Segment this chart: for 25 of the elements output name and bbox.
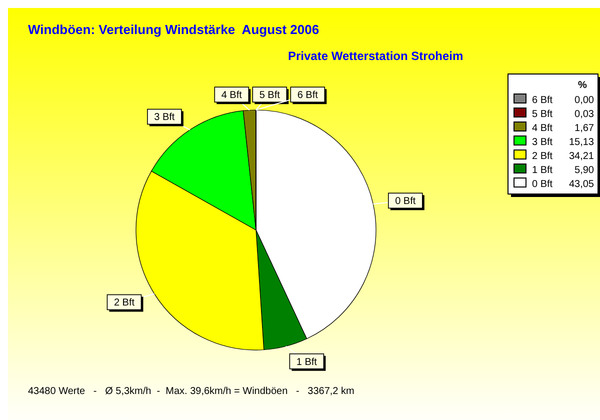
data-label: 1,67 xyxy=(574,123,594,134)
text: 0,00 xyxy=(574,95,594,106)
data-label: 0,03 xyxy=(574,109,594,120)
data-label: 43,05 xyxy=(568,179,594,190)
legend-label: 5 Bft xyxy=(532,109,553,120)
slice-label: 1 Bft xyxy=(296,356,318,368)
legend-label: 4 Bft xyxy=(532,123,553,134)
text: 43480 Werte - Ø 5,3km/h - Max. 39,6km/h = Windböen - 3367,2 km xyxy=(28,386,354,397)
chart-subtitle: Private Wetterstation Stroheim xyxy=(288,49,464,63)
legend-title: % xyxy=(578,80,587,91)
slice-label: 0 Bft xyxy=(395,196,416,208)
data-label: 5,90 xyxy=(574,165,594,176)
slice-label: 5 Bft xyxy=(259,90,280,102)
legend-label: 6 Bft xyxy=(297,90,318,102)
legend-label: 3 Bft xyxy=(532,137,553,148)
slice-label: 3 Bft xyxy=(154,112,175,124)
slice-label: 4 Bft xyxy=(221,90,242,102)
legend-label: 1 Bft xyxy=(532,165,553,176)
data-label: 34,21 xyxy=(568,151,594,162)
chart-title: Windböen: Verteilung Windstärke August 2006 xyxy=(28,22,320,37)
legend-label: 0 Bft xyxy=(532,179,553,190)
legend-label: 2 Bft xyxy=(532,151,553,162)
category-label: 6 Bft xyxy=(532,95,553,106)
slice-label: 2 Bft xyxy=(114,298,135,309)
data-label: 15,13 xyxy=(568,137,594,148)
